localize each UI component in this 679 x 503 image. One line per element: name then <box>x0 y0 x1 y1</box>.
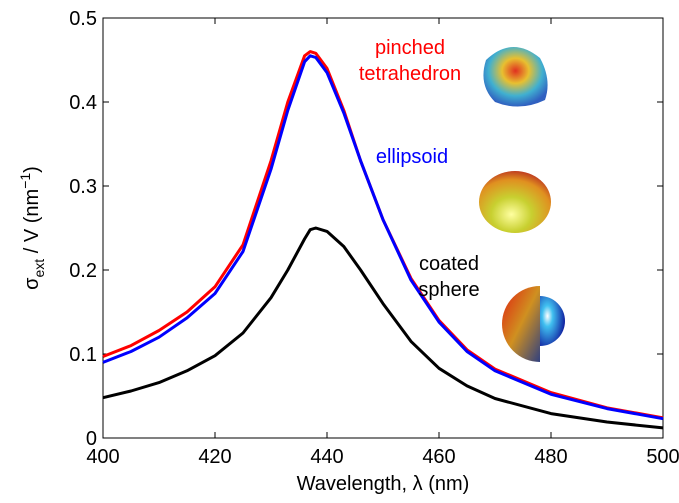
annotation: tetrahedron <box>359 63 461 85</box>
annotation: pinched <box>375 37 445 59</box>
sphere-icon <box>502 286 540 362</box>
x-tick-label: 480 <box>534 446 567 468</box>
x-tick-label: 500 <box>646 446 679 468</box>
x-tick-label: 400 <box>86 446 119 468</box>
tetrahedron-icon <box>483 46 548 107</box>
x-tick-label: 460 <box>422 446 455 468</box>
line-series <box>102 50 664 420</box>
y-tick-label: 0.1 <box>69 344 97 366</box>
plot-frame <box>102 17 664 439</box>
shape-icons <box>479 46 565 362</box>
line-series <box>102 54 664 421</box>
y-tick-label: 0.3 <box>69 176 97 198</box>
annotation: coated <box>419 253 479 275</box>
y-label-sub: ext <box>31 259 47 278</box>
y-tick-label: 0.4 <box>69 92 97 114</box>
y-label-main: σ <box>21 277 43 290</box>
y-tick-label: 0.2 <box>69 260 97 282</box>
sphere-core-icon <box>540 296 565 346</box>
y-tick-label: 0.5 <box>69 8 97 30</box>
ellipsoid-icon <box>479 171 551 233</box>
y-label-sup: −1 <box>17 173 33 189</box>
line-series <box>102 226 664 430</box>
y-label-end: ) <box>21 166 43 173</box>
annotation: sphere <box>418 279 479 301</box>
x-axis-label: Wavelength, λ (nm) <box>297 473 470 495</box>
annotation: ellipsoid <box>376 146 448 168</box>
y-label-mid: / V (nm <box>21 189 43 259</box>
y-axis-label: σext / V (nm−1) <box>17 166 47 290</box>
y-tick-label: 0 <box>86 428 97 450</box>
x-tick-label: 440 <box>310 446 343 468</box>
x-tick-label: 420 <box>198 446 231 468</box>
